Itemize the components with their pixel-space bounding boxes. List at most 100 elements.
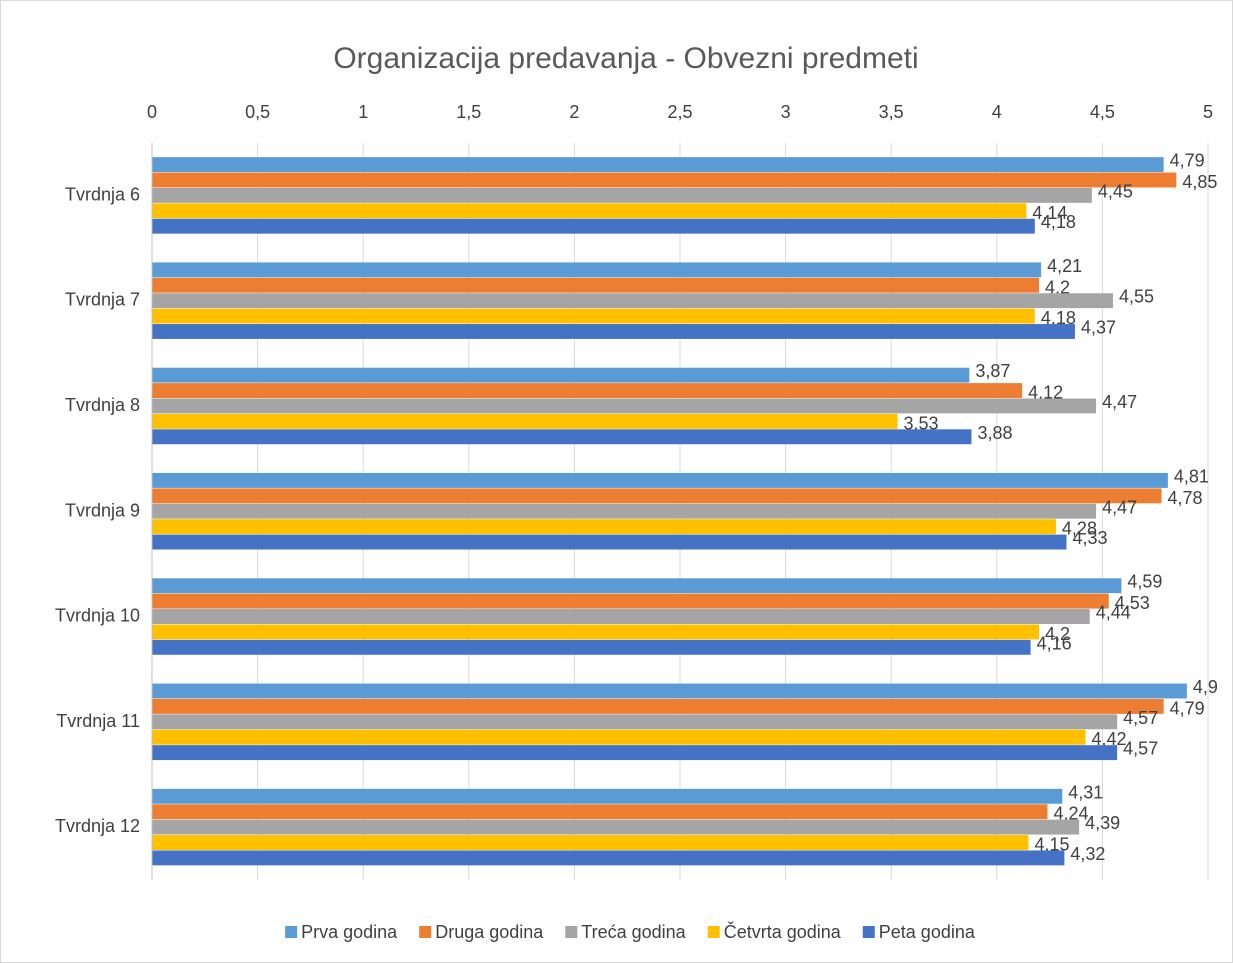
data-label: 3,88 <box>977 423 1012 443</box>
bar <box>152 503 1097 519</box>
bar <box>152 429 972 445</box>
data-label: 4,55 <box>1119 287 1154 307</box>
bar <box>152 683 1187 699</box>
bar <box>152 729 1086 745</box>
bar <box>152 698 1164 714</box>
bar <box>152 308 1035 324</box>
data-label: 4,33 <box>1072 528 1107 548</box>
data-label: 4,28 <box>1062 519 1097 539</box>
data-label: 4,39 <box>1085 813 1120 833</box>
data-label: 4,2 <box>1045 624 1070 644</box>
data-label: 4,59 <box>1127 572 1162 592</box>
bar <box>152 835 1029 850</box>
data-label: 4,21 <box>1047 256 1082 276</box>
data-label: 4,32 <box>1070 844 1105 864</box>
bar <box>152 593 1109 609</box>
bar <box>152 609 1090 624</box>
bar <box>152 745 1118 761</box>
data-label: 4,2 <box>1045 277 1070 297</box>
legend-swatch <box>862 926 875 938</box>
data-label: 4,42 <box>1092 729 1127 749</box>
data-label: 4,18 <box>1041 212 1076 232</box>
x-tick-label: 2,5 <box>667 102 692 122</box>
data-label: 4,79 <box>1170 151 1205 171</box>
x-tick-label: 3 <box>781 102 791 122</box>
bar <box>152 639 1031 655</box>
data-label: 4,31 <box>1068 782 1103 802</box>
legend-label: Treća godina <box>581 922 686 942</box>
bar <box>152 367 970 383</box>
bar <box>152 488 1162 504</box>
data-label: 4,78 <box>1168 488 1203 508</box>
bar <box>152 277 1040 293</box>
data-label: 4,81 <box>1174 466 1209 486</box>
legend-swatch <box>565 926 578 938</box>
bar <box>152 157 1164 173</box>
bar <box>152 293 1113 309</box>
data-label: 4,57 <box>1123 708 1158 728</box>
bar <box>152 187 1092 203</box>
bar <box>152 262 1042 278</box>
x-tick-label: 2 <box>569 102 579 122</box>
x-tick-label: 4,5 <box>1090 102 1115 122</box>
y-tick-label: Tvrdnja 9 <box>65 500 140 520</box>
legend-swatch <box>285 926 298 938</box>
x-tick-label: 1,5 <box>456 102 481 122</box>
bar <box>152 819 1080 835</box>
x-tick-label: 1 <box>358 102 368 122</box>
data-label: 3,53 <box>904 413 939 433</box>
bar <box>152 473 1168 488</box>
x-tick-label: 0,5 <box>245 102 270 122</box>
data-label: 4,44 <box>1096 603 1131 623</box>
legend-label: Prva godina <box>301 922 398 942</box>
bar <box>152 383 1023 399</box>
data-label: 4,24 <box>1053 804 1088 824</box>
bar <box>152 850 1065 866</box>
data-label: 4,37 <box>1081 317 1116 337</box>
x-tick-label: 3,5 <box>879 102 904 122</box>
bar <box>152 714 1118 730</box>
bar <box>152 398 1097 414</box>
data-label: 4,16 <box>1037 633 1072 653</box>
y-tick-label: Tvrdnja 8 <box>65 395 140 415</box>
chart-title: Organizacija predavanja - Obvezni predme… <box>333 42 918 75</box>
data-label: 4,14 <box>1032 203 1067 223</box>
data-label: 4,79 <box>1170 698 1205 718</box>
legend-label: Četvrta godina <box>724 921 842 942</box>
x-tick-label: 5 <box>1203 102 1213 122</box>
bar <box>152 203 1027 219</box>
data-label: 4,57 <box>1123 739 1158 759</box>
bar <box>152 413 898 429</box>
data-label: 3,87 <box>975 361 1010 381</box>
data-label: 4,9 <box>1193 677 1218 697</box>
y-tick-label: Tvrdnja 10 <box>55 606 140 626</box>
y-tick-label: Tvrdnja 7 <box>65 290 140 310</box>
bar <box>152 218 1035 234</box>
data-label: 4,53 <box>1115 593 1150 613</box>
data-label: 4,15 <box>1034 835 1069 855</box>
legend-label: Druga godina <box>435 922 544 942</box>
bar <box>152 324 1075 339</box>
bar <box>152 534 1067 550</box>
bar <box>152 624 1040 640</box>
bar <box>152 804 1048 820</box>
data-label: 4,47 <box>1102 497 1137 517</box>
data-label: 4,47 <box>1102 392 1137 412</box>
legend-swatch <box>419 926 432 938</box>
bar <box>152 578 1122 594</box>
data-label: 4,18 <box>1041 308 1076 328</box>
data-label: 4,85 <box>1182 172 1217 192</box>
x-tick-label: 4 <box>992 102 1002 122</box>
bar <box>152 788 1063 804</box>
y-tick-label: Tvrdnja 6 <box>65 184 140 204</box>
data-label: 4,12 <box>1028 383 1063 403</box>
x-tick-label: 0 <box>147 102 157 122</box>
bar <box>152 172 1177 188</box>
data-label: 4,45 <box>1098 181 1133 201</box>
y-tick-label: Tvrdnja 12 <box>55 816 140 836</box>
legend-swatch <box>707 926 720 938</box>
legend-label: Peta godina <box>879 922 976 942</box>
y-tick-label: Tvrdnja 11 <box>56 711 140 731</box>
bar <box>152 519 1056 535</box>
